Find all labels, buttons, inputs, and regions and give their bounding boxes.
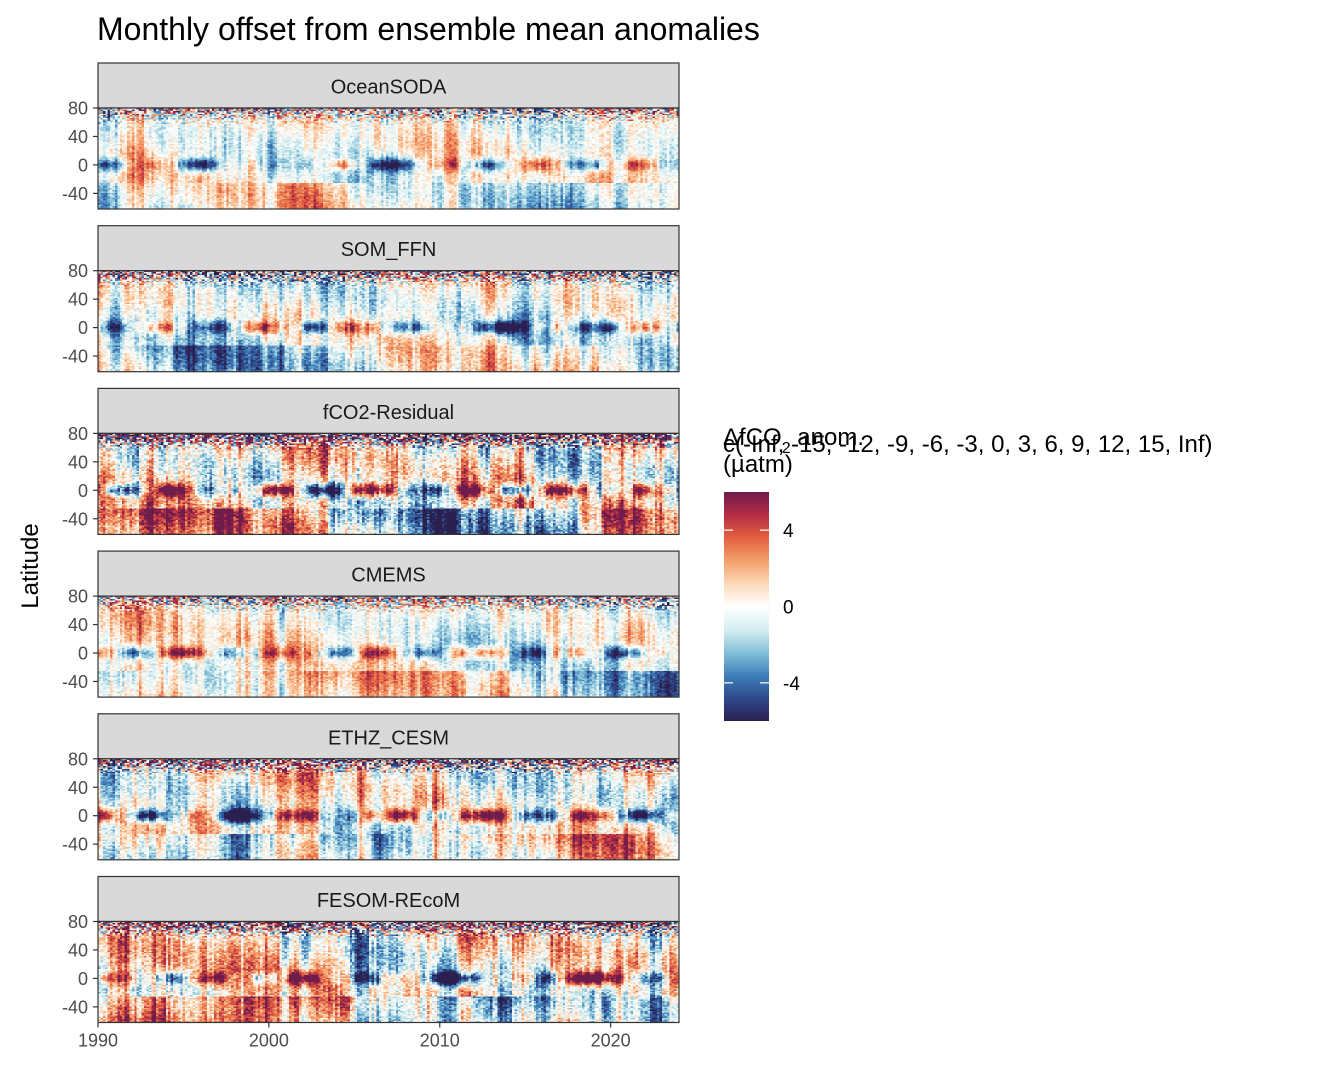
x-tick-label: 2000 [249,1031,289,1051]
facet-label: SOM_FFN [341,239,437,261]
y-tick-label: -40 [62,997,88,1017]
y-tick-label: 40 [68,615,88,635]
legend-title-delta: ΔfCO [723,424,782,451]
legend-title-line1: ΔfCO2 anom. [723,424,864,457]
x-axis: 1990 2000 2010 2020 [78,1022,631,1051]
facet-panels: OceanSODA80400-40SOM_FFN80400-40fCO2-Res… [62,62,680,1024]
y-tick-label: 80 [68,587,88,607]
facet-label: CMEMS [351,565,425,587]
colorbar-tick-label: 0 [783,598,794,619]
y-tick-label: 0 [78,318,88,338]
facet-fco2-residual: fCO2-Residual 80 40 0 -40 [62,387,680,535]
x-tick-label: 1990 [78,1031,118,1051]
legend-title-unit: (µatm) [723,451,793,478]
legend-title-subscript: 2 [782,440,791,457]
facet-strip [97,713,680,760]
facet-fesom-recom: FESOM-REcoM 80 40 0 -40 [62,875,680,1024]
y-tick-label: 0 [78,155,88,175]
colorbar-tick-label: -4 [783,674,800,695]
y-tick-label: -40 [62,347,88,367]
y-tick-label: 80 [68,749,88,769]
legend-title-anom: anom. [791,424,864,451]
colorbar-tick-label: 4 [783,521,794,542]
y-tick-label: 80 [68,424,88,444]
facet-label: fCO2-Residual [323,402,454,424]
heatmap-cells [98,921,679,1023]
y-tick-label: -40 [62,184,88,204]
y-tick-label: -40 [62,509,88,529]
y-tick-label: 40 [68,778,88,798]
heatmap-cells [98,596,679,698]
y-tick-label: 0 [78,806,88,826]
y-tick-label: 40 [68,452,88,472]
y-axis-label: Latitude [17,523,44,608]
y-tick-label: 0 [78,969,88,989]
heatmap-cells [98,108,679,209]
chart-title: Monthly offset from ensemble mean anomal… [97,11,760,47]
facet-strip [97,387,680,434]
legend-title-breaks: c(-Inf, -15, -12, -9, -6, -3, 0, 3, 6, 9… [723,431,1213,458]
panel-border [97,758,680,861]
y-tick-label: 80 [68,99,88,119]
colorbar: 4 0 -4 [724,492,800,721]
y-tick-label: 40 [68,940,88,960]
panel-border [97,270,680,373]
colorbar-legend: ΔfCO2 anom. c(-Inf, -15, -12, -9, -6, -3… [723,424,1213,721]
facet-som-ffn: SOM_FFN 80 40 0 -40 [62,225,680,373]
heatmap-cells [98,270,679,372]
panel-border [97,107,680,210]
y-tick-label: 40 [68,127,88,147]
y-tick-label: -40 [62,672,88,692]
x-tick-label: 2010 [420,1031,460,1051]
facet-label: FESOM-REcoM [317,890,460,912]
facet-cmems: CMEMS 80 40 0 -40 [62,550,680,698]
panel-border [97,595,680,698]
panel-border [97,432,680,535]
facet-strip [97,62,680,109]
heatmap-cells [98,758,679,860]
facet-oceansoda: OceanSODA 80 40 0 -40 [62,62,680,210]
facet-strip [97,550,680,597]
y-tick-label: 80 [68,912,88,932]
x-tick-label: 2020 [591,1031,631,1051]
facet-strip [97,875,680,923]
y-tick-label: 0 [78,481,88,501]
facet-label: OceanSODA [331,77,447,99]
y-tick-label: 40 [68,290,88,310]
facet-ethz-cesm: ETHZ_CESM 80 40 0 -40 [62,713,680,861]
y-tick-label: 0 [78,644,88,664]
y-tick-label: 80 [68,261,88,281]
panel-border [97,920,680,1024]
heatmap-cells [98,433,679,535]
y-tick-label: -40 [62,835,88,855]
facet-label: ETHZ_CESM [328,727,449,749]
